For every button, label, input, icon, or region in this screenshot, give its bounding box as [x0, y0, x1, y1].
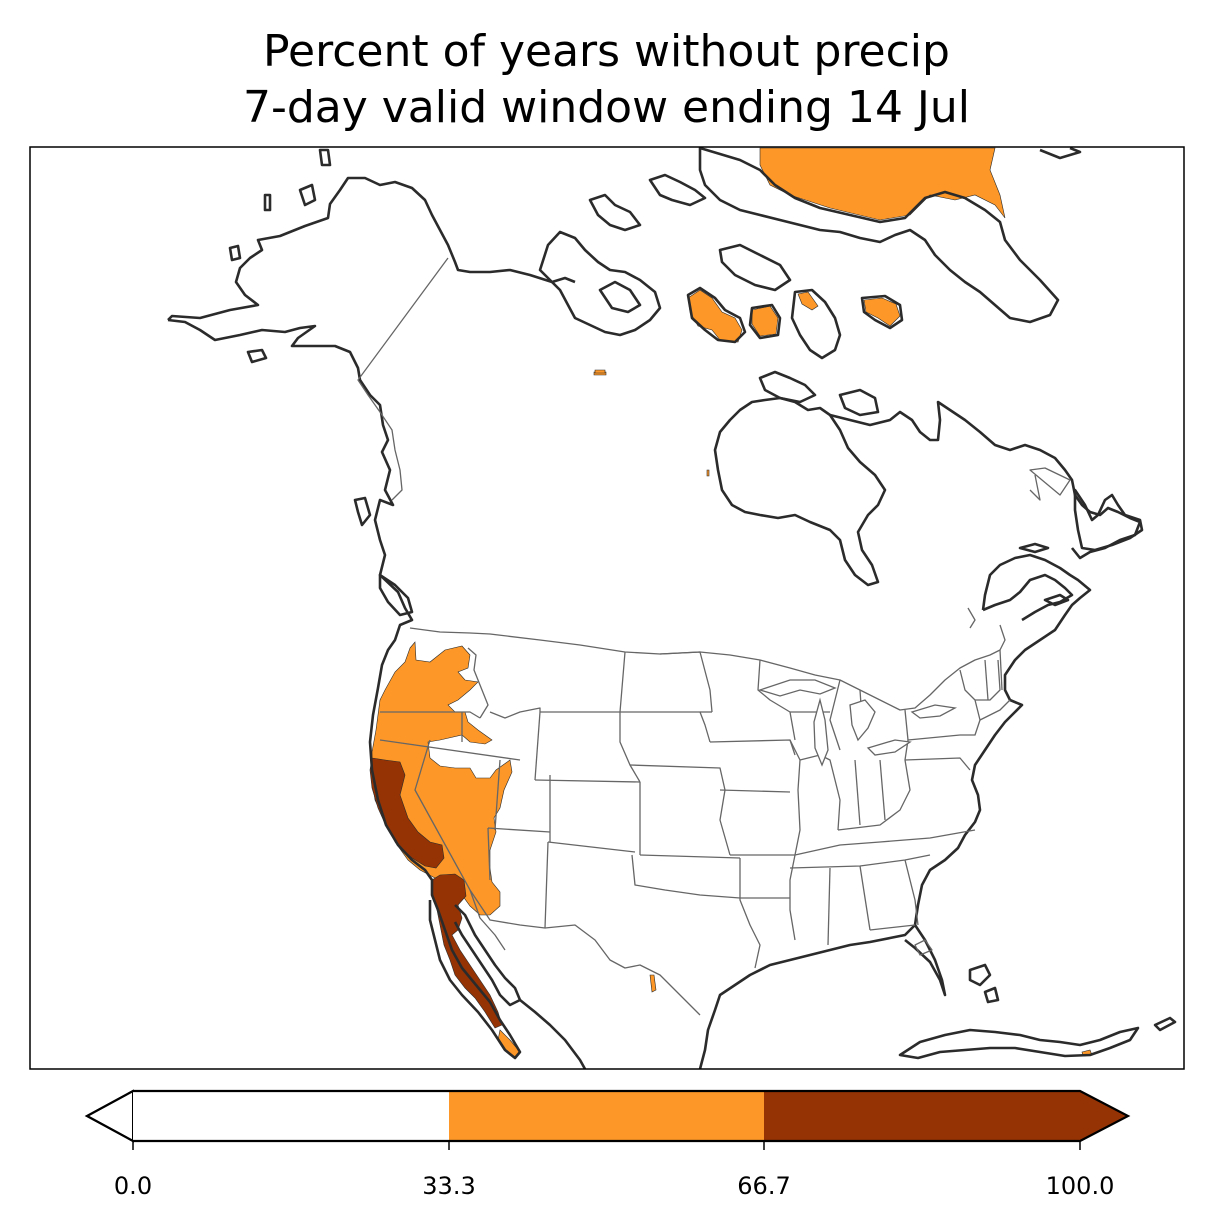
- colorbar-bin-low: [133, 1091, 449, 1141]
- colorbar-bin-high: [764, 1091, 1080, 1141]
- colorbar-extend-low: [84, 1089, 134, 1143]
- colorbar-extend-high: [1080, 1091, 1128, 1141]
- colorbar-tick-3: 100.0: [1045, 1172, 1115, 1200]
- map-title-line1: Percent of years without precip: [263, 26, 950, 77]
- great-lakes: [757, 679, 958, 767]
- colorbar-tick-0: 0.0: [113, 1172, 153, 1200]
- coastlines: [167, 147, 1177, 1069]
- colorbar: [84, 1089, 1131, 1150]
- map-title-line2: 7-day valid window ending 14 Jul: [242, 82, 971, 133]
- shading-high: [369, 757, 503, 1029]
- colorbar-bin-mid: [449, 1091, 764, 1141]
- colorbar-tick-2: 66.7: [737, 1172, 791, 1200]
- map-frame: [29, 146, 1185, 1070]
- political-borders: [357, 257, 1071, 1016]
- colorbar-tick-1: 33.3: [422, 1172, 476, 1200]
